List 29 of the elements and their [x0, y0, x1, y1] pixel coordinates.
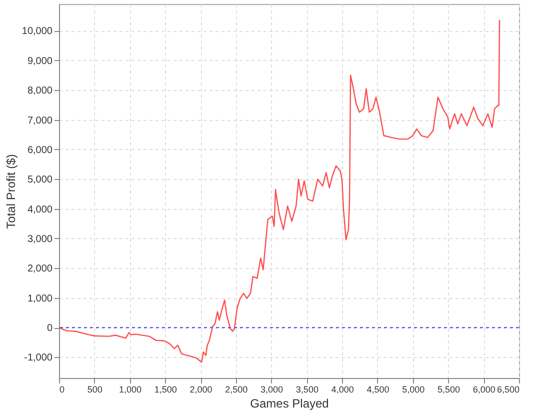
y-tick-label: 7,000	[27, 115, 53, 126]
x-tick-label: 1,000	[119, 384, 142, 394]
x-tick-label: 2,000	[190, 384, 212, 394]
y-tick-label: 4,000	[27, 204, 53, 216]
x-tick-label: 3,500	[296, 384, 318, 394]
x-tick-label: 4,500	[366, 384, 390, 394]
line-series	[58, 19, 500, 363]
y-tick-label: 1,000	[27, 293, 53, 304]
y-tick-label: 9,000	[27, 56, 53, 67]
x-tick-label: 2,500	[225, 384, 248, 394]
x-tick-label: 6,000	[472, 384, 496, 394]
y-tick-label: 8,000	[27, 86, 53, 97]
y-tick-label: 6,000	[27, 144, 53, 156]
x-tick-label: 500	[87, 384, 102, 394]
x-tick-label: 5,000	[402, 384, 425, 394]
y-tick-label: 3,000	[27, 234, 53, 245]
x-tick-label: 6,500	[496, 384, 520, 394]
x-tick-label: 0	[60, 384, 65, 394]
y-tick-label: 10,000	[22, 26, 53, 38]
y-tick-label: 2,000	[27, 264, 53, 275]
y-axis-title: Total Profit ($)	[4, 154, 18, 229]
y-tick-label: -1,000	[24, 352, 53, 364]
y-tick-label: 0	[46, 323, 53, 334]
x-tick-label: 3,000	[260, 384, 284, 394]
x-tick-label: 5,500	[437, 384, 460, 394]
x-axis-title: Games Played	[250, 396, 329, 410]
x-tick-label: 4,000	[331, 384, 354, 394]
x-tick-label: 1,500	[154, 384, 177, 394]
y-tick-label: 5,000	[27, 174, 53, 186]
